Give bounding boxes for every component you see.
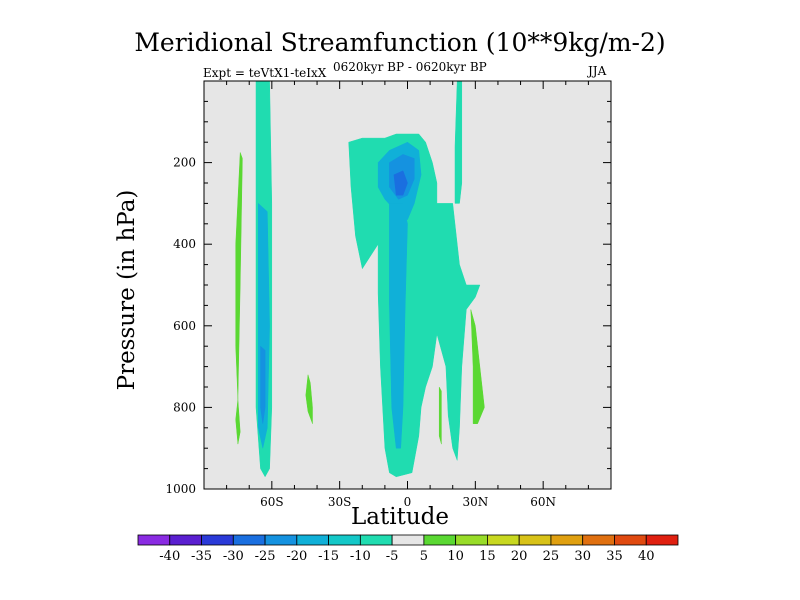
- contour-green-blob-30N: [470, 309, 485, 424]
- y-tick-label: 600: [173, 319, 196, 333]
- colorbar-level-label: 15: [479, 549, 496, 564]
- y-tick-label: 800: [173, 400, 196, 414]
- period-label: 0620kyr BP - 0620kyr BP: [333, 60, 487, 74]
- colorbar-swatch: [328, 534, 361, 546]
- colorbar-swatch: [455, 534, 488, 546]
- colorbar-level-label: -25: [255, 549, 276, 564]
- colorbar-swatch: [614, 534, 647, 546]
- colorbar-swatch: [518, 534, 552, 546]
- colorbar-level-label: 20: [511, 549, 528, 564]
- contour-tropical-cell: [348, 133, 481, 478]
- x-tick-label: 30N: [462, 495, 488, 509]
- contour-band-22N: [454, 80, 463, 204]
- colorbar-level-label: 5: [420, 549, 428, 564]
- colorbar-level-label: 25: [543, 549, 560, 564]
- colorbar-level-label: 30: [574, 549, 591, 564]
- colorbar-level-label: -15: [318, 549, 339, 564]
- colorbar-level-label: 40: [638, 549, 655, 564]
- colorbar-swatch: [264, 534, 298, 546]
- x-tick-label: 30S: [328, 495, 352, 509]
- contour-green-blob-45S: [305, 374, 313, 424]
- colorbar-level-label: -10: [350, 549, 371, 564]
- x-tick-label: 60N: [530, 495, 556, 509]
- y-tick-label: 400: [173, 237, 196, 251]
- contour-band-65S-inner: [260, 345, 266, 424]
- experiment-label: Expt = teVtX1-teIxX: [203, 66, 327, 80]
- colorbar-swatch: [169, 534, 202, 546]
- y-tick-label: 200: [173, 156, 196, 170]
- colorbar-level-label: -40: [159, 549, 180, 564]
- colorbar-swatch: [582, 534, 615, 546]
- colorbar-swatch: [423, 534, 457, 546]
- colorbar-swatch: [391, 534, 425, 546]
- contour-green-tail-75S: [235, 399, 241, 445]
- colorbar-swatch: [201, 534, 234, 546]
- colorbar-swatch: [359, 534, 393, 546]
- colorbar-swatch: [232, 534, 266, 546]
- colorbar-swatch: [645, 534, 679, 546]
- colorbar-level-label: -5: [386, 549, 399, 564]
- contour-tropical-column-core: [389, 203, 408, 449]
- colorbar-level-label: -30: [223, 549, 244, 564]
- colorbar-level-label: -35: [191, 549, 212, 564]
- x-axis-label: Latitude: [351, 504, 449, 530]
- x-tick-label: 0: [404, 495, 412, 509]
- contour-tropical-upper-max: [393, 170, 408, 196]
- season-label: JJA: [588, 64, 607, 78]
- chart-title: Meridional Streamfunction (10**9kg/m-2): [134, 28, 666, 57]
- y-tick-label: 1000: [165, 482, 196, 496]
- colorbar-swatch: [296, 534, 329, 546]
- colorbar-swatch: [550, 534, 584, 546]
- colorbar-level-label: 10: [447, 549, 464, 564]
- colorbar-swatch: [487, 534, 520, 546]
- colorbar-level-label: 35: [606, 549, 623, 564]
- colorbar-level-label: -20: [286, 549, 307, 564]
- contour-green-strip-14N: [438, 386, 442, 445]
- colorbar-swatch: [137, 534, 171, 546]
- x-tick-label: 60S: [260, 495, 284, 509]
